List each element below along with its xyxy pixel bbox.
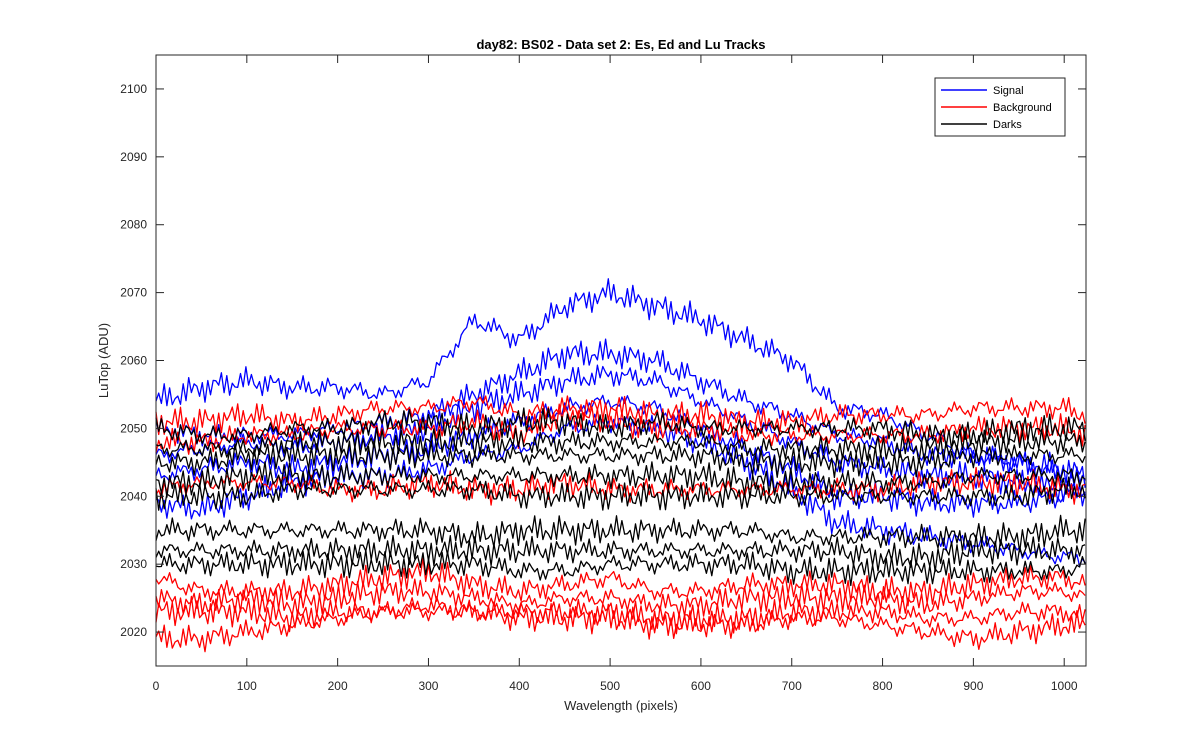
series-line-background-5 <box>155 395 1086 436</box>
chart-title: day82: BS02 - Data set 2: Es, Ed and Lu … <box>476 37 765 52</box>
series-line-signal-3 <box>155 394 1086 518</box>
series-line-darks-18 <box>155 534 1086 573</box>
series-line-background-8 <box>155 557 1086 607</box>
x-axis-title: Wavelength (pixels) <box>564 698 678 713</box>
y-tick-label: 2050 <box>120 421 147 435</box>
series-line-background-10 <box>155 595 1086 635</box>
series-line-darks-19 <box>155 549 1086 587</box>
series-line-signal-0 <box>155 278 1086 487</box>
y-tick-label: 2040 <box>120 489 147 503</box>
y-tick-label: 2080 <box>120 218 147 232</box>
x-tick-label: 1000 <box>1051 679 1078 693</box>
x-tick-label: 200 <box>328 679 348 693</box>
x-tick-label: 900 <box>963 679 983 693</box>
x-tick-label: 500 <box>600 679 620 693</box>
axes-layer: 0 100 200 300 400 500 600 700 800 900 1000 2020 2030… <box>120 54 1087 693</box>
legend-box <box>934 77 1066 137</box>
series-line-background-11 <box>155 596 1086 653</box>
legend-label-signal: Signal <box>993 85 1024 97</box>
series-line-background-6 <box>155 403 1086 455</box>
series-line-darks-15 <box>155 461 1086 499</box>
legend: Signal Background Darks <box>934 77 1066 137</box>
y-tick-label: 2060 <box>120 354 147 368</box>
y-tick-label: 2020 <box>120 625 147 639</box>
legend-label-background: Background <box>993 102 1052 114</box>
x-tick-label: 400 <box>509 679 529 693</box>
y-tick-label: 2090 <box>120 150 147 164</box>
x-tick-label: 700 <box>782 679 802 693</box>
series-line-darks-17 <box>155 514 1086 553</box>
series-line-darks-14 <box>155 439 1086 479</box>
series-line-background-9 <box>155 578 1086 617</box>
legend-label-darks: Darks <box>993 119 1022 131</box>
x-tick-label: 300 <box>418 679 438 693</box>
x-tick-label: 100 <box>237 679 257 693</box>
y-tick-label: 2100 <box>120 82 147 96</box>
y-axis-title: LuTop (ADU) <box>96 323 111 398</box>
series-line-darks-16 <box>155 476 1086 511</box>
y-tick-label: 2030 <box>120 557 147 571</box>
series-line-darks-12 <box>155 407 1086 450</box>
x-tick-label: 600 <box>691 679 711 693</box>
x-tick-label: 800 <box>873 679 893 693</box>
series-line-signal-1 <box>155 338 1086 488</box>
series-layer <box>155 278 1086 653</box>
y-tick-label: 2070 <box>120 286 147 300</box>
x-tick-label: 0 <box>153 679 160 693</box>
